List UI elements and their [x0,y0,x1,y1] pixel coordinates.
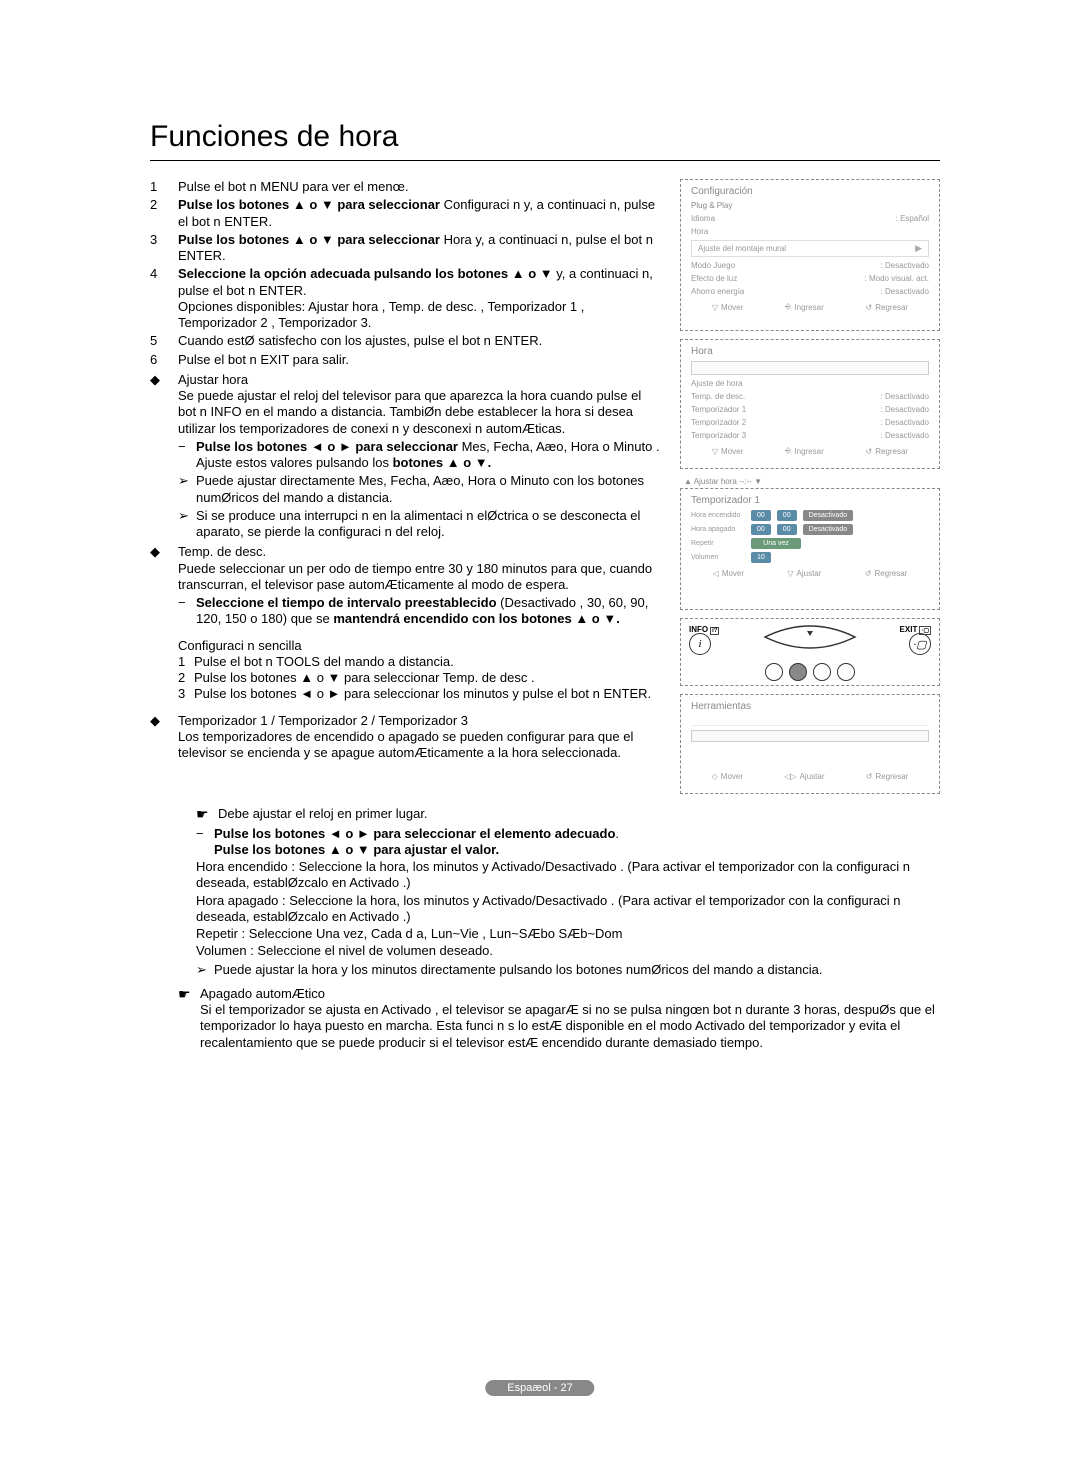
color-button-icon [765,663,783,681]
temporizador-section: Temporizador 1 / Temporizador 2 / Tempor… [178,713,662,762]
footer-mover-icon: ▽ Mover [712,302,743,312]
hand-note-icon: ☛ [178,986,200,1051]
step-6: Pulse el bot n EXIT para salir. [178,352,662,368]
footer-regresar-icon: ↺ Regresar [865,302,908,312]
panel-temporizador1: Temporizador 1 Hora encendido0000Desacti… [680,488,940,610]
color-button-icon [813,663,831,681]
page-title: Funciones de hora [150,120,940,161]
ajustar-hora-section: Ajustar hora Se puede ajustar el reloj d… [178,372,662,541]
auto-off-section: ☛ Apagado automÆticoSi el temporizador s… [178,986,940,1051]
screenshots-column: Configuración Plug & Play Idioma: Españo… [680,179,940,802]
panel-remote: INFOi? EXIT·▢ i ·▢ [680,618,940,686]
temp-desc-section: Temp. de desc. Puede seleccionar un per … [178,544,662,627]
info-button-icon: i [689,633,711,655]
exit-button-icon: ·▢ [909,633,931,655]
step-4: Seleccione la opción adecuada pulsando l… [178,266,662,331]
ajustar-hora-bar: ▲ Ajustar hora --:-- ▼ [680,477,940,486]
lower-instructions: ☛Debe ajustar el reloj en primer lugar. … [150,806,940,1051]
dpad-icon [755,623,865,651]
page-footer: Espaæol - 27 [485,1380,594,1396]
config-sencilla-section: Configuraci n sencilla 1Pulse el bot n T… [178,638,662,703]
instructions-column: 1Pulse el bot n MENU para ver el menœ. 2… [150,179,662,802]
color-button-icon [837,663,855,681]
step-2: Pulse los botones ▲ o ▼ para seleccionar… [178,197,662,230]
panel-configuracion: Configuración Plug & Play Idioma: Españo… [680,179,940,331]
step-3: Pulse los botones ▲ o ▼ para seleccionar… [178,232,662,265]
footer-ingresar-icon: ⎆ Ingresar [785,302,824,312]
step-5: Cuando estØ satisfecho con los ajustes, … [178,333,662,349]
panel-herramientas: Herramientas ◇ Mover ◁▷ Ajustar ↺ Regres… [680,694,940,794]
color-button-icon [789,663,807,681]
step-1: Pulse el bot n MENU para ver el menœ. [178,179,662,195]
hand-note-icon: ☛ [196,806,218,824]
panel-hora: Hora Ajuste de hora Temp. de desc.: Desa… [680,339,940,469]
